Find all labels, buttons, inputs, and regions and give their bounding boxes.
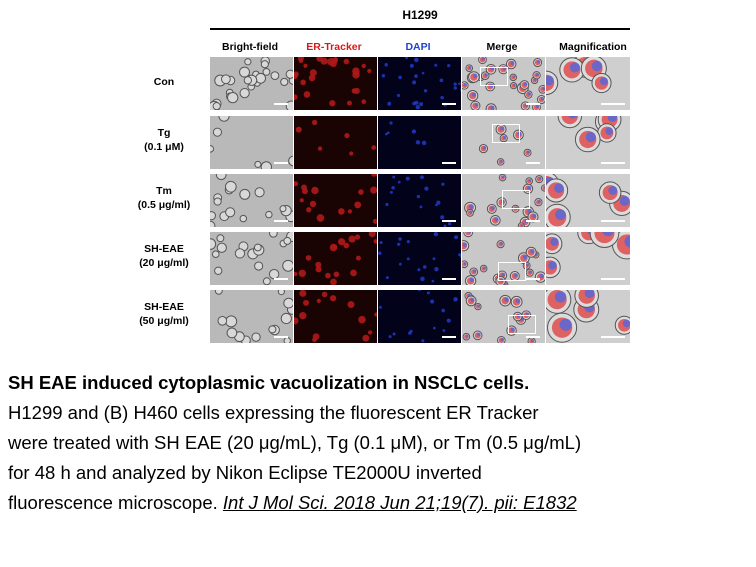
magnification-panel xyxy=(546,174,630,227)
column-header-er-tracker: ER-Tracker xyxy=(306,41,362,53)
scale-bar xyxy=(442,336,456,338)
magnification-panel xyxy=(546,232,630,285)
scale-bar xyxy=(601,220,625,222)
column-header-merge: Merge xyxy=(486,41,518,53)
scale-bar xyxy=(442,162,456,164)
scale-bar xyxy=(526,103,540,105)
row-label: Tm (0.5 μg/ml) xyxy=(118,184,210,212)
scale-bar xyxy=(274,220,288,222)
row-label-condition: Tm xyxy=(156,185,172,197)
bright-field-panel xyxy=(210,232,293,285)
magnification-panel xyxy=(546,116,630,169)
row-label: SH-EAE (20 μg/ml) xyxy=(118,242,210,270)
zoom-region-box xyxy=(502,190,530,209)
row-label-condition: SH-EAE xyxy=(144,301,184,313)
figure-caption: SH EAE induced cytoplasmic vacuolization… xyxy=(8,368,753,518)
zoom-region-box xyxy=(498,262,526,281)
caption-line: were treated with SH EAE (20 μg/mL), Tg … xyxy=(8,432,582,453)
row-label: Tg (0.1 μM) xyxy=(118,126,210,154)
caption-line-last: fluorescence microscope. Int J Mol Sci. … xyxy=(8,488,753,518)
scale-bar xyxy=(601,336,625,338)
dapi-panel xyxy=(378,290,461,343)
merge-panel xyxy=(462,57,545,110)
er-tracker-panel xyxy=(294,174,377,227)
magnification-panel xyxy=(546,57,630,110)
er-tracker-panel xyxy=(294,116,377,169)
bright-field-panel xyxy=(210,116,293,169)
scale-bar xyxy=(442,103,456,105)
bright-field-panel xyxy=(210,57,293,110)
magnification-panel xyxy=(546,290,630,343)
merge-panel xyxy=(462,290,545,343)
micrograph-figure: H1299 Bright-field ER-Tracker DAPI Merge… xyxy=(118,8,630,343)
scale-bar xyxy=(601,278,625,280)
dapi-panel xyxy=(378,174,461,227)
row-label-condition: SH-EAE xyxy=(144,243,184,255)
er-tracker-panel xyxy=(294,290,377,343)
zoom-region-box xyxy=(508,315,536,334)
dapi-panel xyxy=(378,232,461,285)
er-tracker-panel xyxy=(294,57,377,110)
scale-bar xyxy=(526,220,540,222)
scale-bar xyxy=(526,278,540,280)
scale-bar xyxy=(601,103,625,105)
dapi-panel xyxy=(378,116,461,169)
caption-title: SH EAE induced cytoplasmic vacuolization… xyxy=(8,372,530,393)
scale-bar xyxy=(601,162,625,164)
citation-link[interactable]: Int J Mol Sci. 2018 Jun 21;19(7). pii: E… xyxy=(222,492,577,513)
column-header-magnification: Magnification xyxy=(559,41,627,53)
scale-bar xyxy=(274,103,288,105)
row-label: Con xyxy=(118,75,210,89)
zoom-region-box xyxy=(492,124,520,143)
zoom-region-box xyxy=(480,67,508,86)
merge-panel xyxy=(462,232,545,285)
column-header-bright-field: Bright-field xyxy=(222,41,278,53)
column-header-dapi: DAPI xyxy=(405,41,431,53)
row-label-dose: (20 μg/ml) xyxy=(139,257,189,269)
row-label-condition: Con xyxy=(153,76,175,88)
scale-bar xyxy=(274,336,288,338)
scale-bar xyxy=(442,278,456,280)
cell-line-title: H1299 xyxy=(402,8,438,22)
bright-field-panel xyxy=(210,174,293,227)
row-label-dose: (50 μg/ml) xyxy=(139,315,189,327)
dapi-panel xyxy=(378,57,461,110)
scale-bar xyxy=(526,336,540,338)
row-label-dose: (0.1 μM) xyxy=(144,141,184,153)
scale-bar xyxy=(274,162,288,164)
scale-bar xyxy=(442,220,456,222)
caption-line: H1299 and (B) H460 cells expressing the … xyxy=(8,402,539,423)
row-label: SH-EAE (50 μg/ml) xyxy=(118,300,210,328)
bright-field-panel xyxy=(210,290,293,343)
merge-panel xyxy=(462,174,545,227)
caption-last-text: fluorescence microscope. xyxy=(8,492,218,513)
merge-panel xyxy=(462,116,545,169)
title-rule xyxy=(210,28,630,30)
scale-bar xyxy=(526,162,540,164)
er-tracker-panel xyxy=(294,232,377,285)
row-label-dose: (0.5 μg/ml) xyxy=(137,199,191,211)
caption-line: for 48 h and analyzed by Nikon Eclipse T… xyxy=(8,462,482,483)
scale-bar xyxy=(274,278,288,280)
row-label-condition: Tg xyxy=(157,127,171,139)
